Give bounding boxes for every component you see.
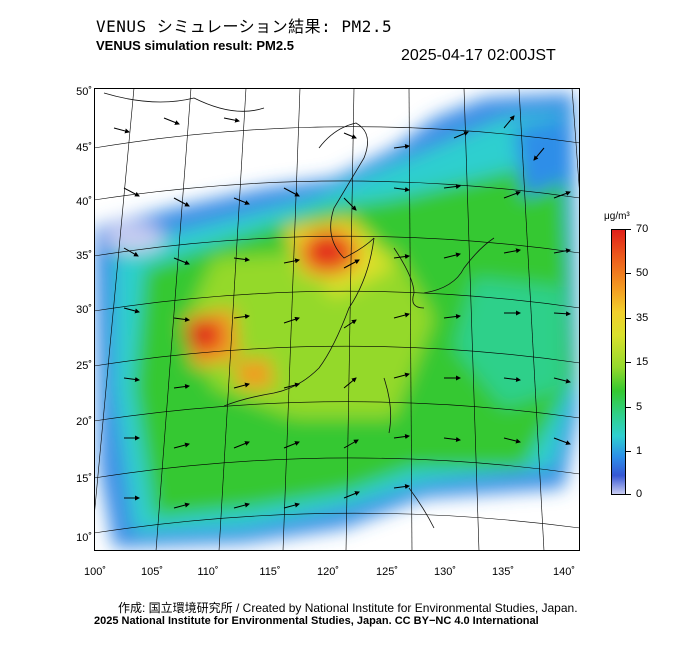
credit-jp: 作成: 国立環境研究所 / Created by National Instit… bbox=[118, 601, 578, 615]
lon-label-120: 120˚ bbox=[316, 566, 340, 578]
colorbar-tick bbox=[626, 273, 631, 274]
graticule bbox=[94, 88, 580, 551]
map-border bbox=[94, 88, 580, 551]
lat-label-15: 15˚ bbox=[76, 473, 92, 485]
lon-label-100: 100˚ bbox=[83, 566, 107, 578]
lat-label-50: 50˚ bbox=[76, 86, 92, 98]
wind-vectors bbox=[113, 115, 571, 509]
lat-label-45: 45˚ bbox=[76, 142, 92, 154]
colorbar bbox=[611, 229, 626, 495]
colorbar-tick bbox=[626, 494, 631, 495]
lon-label-110: 110˚ bbox=[197, 566, 219, 578]
title-en: VENUS simulation result: PM2.5 bbox=[96, 38, 294, 53]
colorbar-label-15: 15 bbox=[636, 356, 649, 368]
timestamp: 2025-04-17 02:00JST bbox=[401, 47, 556, 64]
lat-label-35: 35˚ bbox=[76, 250, 92, 262]
concentration-field bbox=[94, 93, 580, 548]
title-jp: VENUS シミュレーション結果: PM2.5 bbox=[96, 17, 393, 36]
coastlines bbox=[103, 92, 495, 529]
lat-label-40: 40˚ bbox=[76, 196, 92, 208]
pm25-map bbox=[94, 88, 580, 551]
lon-label-105: 105˚ bbox=[140, 566, 164, 578]
map-canvas bbox=[94, 88, 580, 551]
lon-label-135: 135˚ bbox=[491, 566, 515, 578]
lon-label-130: 130˚ bbox=[433, 566, 457, 578]
colorbar-tick bbox=[626, 318, 631, 319]
colorbar-tick bbox=[626, 362, 631, 363]
colorbar-tick bbox=[626, 407, 631, 408]
lon-label-115: 115˚ bbox=[259, 566, 281, 578]
lat-label-20: 20˚ bbox=[76, 416, 92, 428]
colorbar-label-35: 35 bbox=[636, 312, 649, 324]
colorbar-label-50: 50 bbox=[636, 267, 649, 279]
credit-en: 2025 National Institute for Environmenta… bbox=[94, 615, 539, 627]
colorbar-tick bbox=[626, 229, 631, 230]
lat-label-10: 10˚ bbox=[76, 532, 92, 544]
colorbar-unit: μg/m³ bbox=[604, 211, 630, 222]
lat-label-25: 25˚ bbox=[76, 360, 92, 372]
colorbar-label-5: 5 bbox=[636, 401, 643, 413]
colorbar-tick bbox=[626, 451, 631, 452]
lon-label-125: 125˚ bbox=[375, 566, 399, 578]
lon-label-140: 140˚ bbox=[552, 566, 576, 578]
lat-label-30: 30˚ bbox=[76, 304, 92, 316]
colorbar-label-0: 0 bbox=[636, 488, 643, 500]
colorbar-label-70: 70 bbox=[636, 223, 649, 235]
colorbar-label-1: 1 bbox=[636, 445, 643, 457]
